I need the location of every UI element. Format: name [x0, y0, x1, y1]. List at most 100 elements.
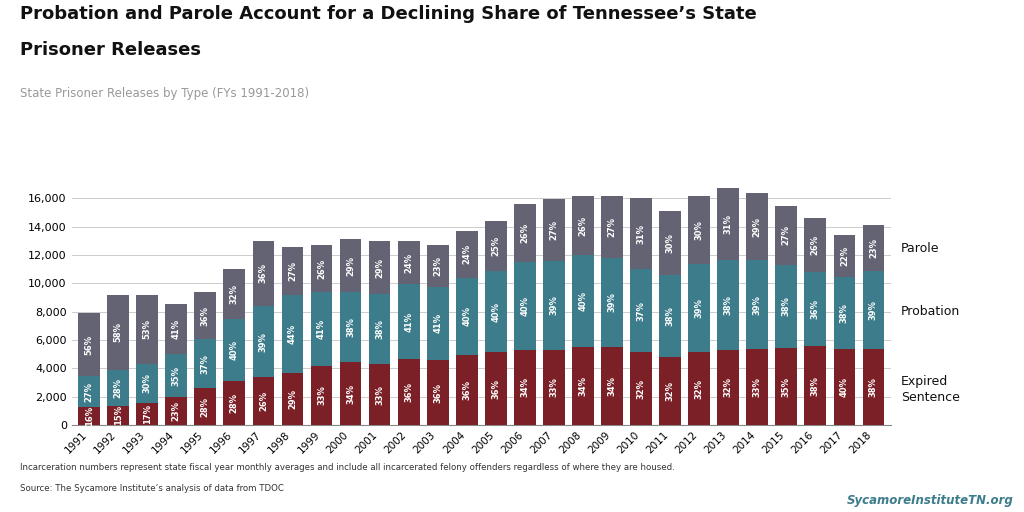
Text: 32%: 32%: [666, 381, 675, 401]
Text: SycamoreInstituteTN.org: SycamoreInstituteTN.org: [847, 494, 1014, 507]
Bar: [775, 265, 798, 348]
Bar: [253, 377, 274, 425]
Text: 36%: 36%: [433, 382, 442, 402]
Bar: [136, 295, 158, 364]
Text: 40%: 40%: [462, 306, 471, 326]
Bar: [108, 406, 129, 425]
Text: 40%: 40%: [492, 302, 501, 322]
Text: 36%: 36%: [404, 382, 413, 402]
Text: Probation: Probation: [901, 305, 961, 318]
Bar: [195, 388, 216, 425]
Text: 39%: 39%: [550, 295, 558, 315]
Text: 31%: 31%: [637, 224, 645, 244]
Bar: [165, 354, 187, 397]
Text: Incarceration numbers represent state fiscal year monthly averages and include a: Incarceration numbers represent state fi…: [20, 463, 675, 473]
Text: Expired
Sentence: Expired Sentence: [901, 375, 959, 404]
Bar: [456, 278, 477, 355]
Bar: [775, 205, 798, 265]
Text: 56%: 56%: [85, 334, 93, 355]
Text: 37%: 37%: [637, 301, 645, 321]
Text: 33%: 33%: [375, 385, 384, 404]
Text: 29%: 29%: [346, 256, 355, 276]
Text: 27%: 27%: [607, 217, 616, 237]
Text: 15%: 15%: [114, 405, 123, 425]
Bar: [78, 407, 100, 425]
Text: 33%: 33%: [550, 377, 558, 397]
Text: 58%: 58%: [114, 322, 123, 342]
Bar: [572, 255, 594, 347]
Bar: [397, 284, 420, 359]
Bar: [340, 292, 361, 362]
Text: 26%: 26%: [811, 235, 820, 255]
Text: 34%: 34%: [579, 376, 588, 396]
Text: 16%: 16%: [85, 406, 93, 426]
Bar: [862, 225, 885, 271]
Bar: [195, 339, 216, 388]
Bar: [369, 241, 390, 294]
Text: 38%: 38%: [666, 306, 675, 326]
Bar: [369, 294, 390, 364]
Text: Prisoner Releases: Prisoner Releases: [20, 41, 202, 59]
Bar: [688, 352, 710, 425]
Text: 39%: 39%: [694, 298, 703, 318]
Text: 33%: 33%: [317, 386, 326, 405]
Text: Source: The Sycamore Institute’s analysis of data from TDOC: Source: The Sycamore Institute’s analysi…: [20, 484, 285, 493]
Text: 40%: 40%: [520, 296, 529, 316]
Text: 38%: 38%: [869, 377, 878, 397]
Bar: [834, 236, 855, 277]
Text: 26%: 26%: [317, 259, 326, 279]
Bar: [834, 349, 855, 425]
Text: State Prisoner Releases by Type (FYs 1991-2018): State Prisoner Releases by Type (FYs 199…: [20, 87, 309, 100]
Bar: [862, 271, 885, 349]
Text: 41%: 41%: [433, 313, 442, 333]
Text: 33%: 33%: [753, 377, 762, 397]
Bar: [282, 247, 303, 295]
Bar: [572, 196, 594, 255]
Bar: [514, 262, 536, 350]
Bar: [688, 264, 710, 352]
Bar: [369, 364, 390, 425]
Bar: [659, 275, 681, 356]
Bar: [717, 350, 739, 425]
Bar: [485, 271, 507, 352]
Bar: [310, 245, 333, 292]
Bar: [136, 364, 158, 403]
Text: 36%: 36%: [492, 378, 501, 398]
Bar: [427, 360, 449, 425]
Bar: [310, 292, 333, 366]
Bar: [223, 381, 246, 425]
Text: 30%: 30%: [666, 233, 675, 253]
Text: 41%: 41%: [172, 319, 181, 339]
Text: 38%: 38%: [811, 376, 820, 396]
Text: 44%: 44%: [288, 324, 297, 344]
Bar: [630, 269, 652, 352]
Bar: [543, 261, 565, 350]
Bar: [514, 350, 536, 425]
Bar: [572, 347, 594, 425]
Text: 41%: 41%: [404, 312, 413, 332]
Bar: [282, 295, 303, 373]
Bar: [136, 403, 158, 425]
Bar: [310, 366, 333, 425]
Text: 28%: 28%: [201, 396, 210, 417]
Text: 32%: 32%: [724, 377, 733, 397]
Text: 39%: 39%: [753, 294, 762, 314]
Text: 27%: 27%: [550, 220, 558, 240]
Bar: [78, 376, 100, 407]
Text: 23%: 23%: [433, 256, 442, 276]
Text: 36%: 36%: [259, 263, 268, 284]
Bar: [195, 292, 216, 339]
Bar: [340, 239, 361, 292]
Text: 41%: 41%: [317, 318, 326, 339]
Text: 27%: 27%: [288, 261, 297, 281]
Text: 38%: 38%: [724, 295, 733, 315]
Bar: [223, 269, 246, 319]
Text: 35%: 35%: [781, 376, 791, 397]
Bar: [427, 245, 449, 287]
Bar: [601, 258, 623, 347]
Bar: [253, 306, 274, 377]
Text: 53%: 53%: [142, 319, 152, 339]
Bar: [688, 196, 710, 264]
Bar: [78, 313, 100, 376]
Bar: [514, 204, 536, 262]
